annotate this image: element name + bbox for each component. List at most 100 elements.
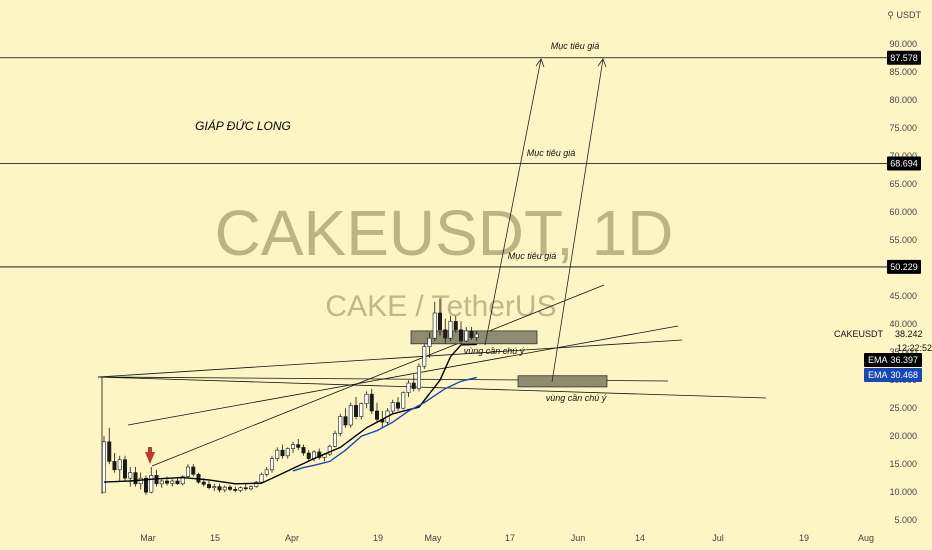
candle-body[interactable] [317,451,322,458]
candle-body[interactable] [401,392,406,409]
candle-body[interactable] [123,459,128,479]
candle-body[interactable] [217,486,222,491]
candle-body[interactable] [138,477,143,485]
candle-body[interactable] [448,321,453,339]
candle-body[interactable] [390,402,395,412]
y-tick-label: 40.000 [889,319,917,329]
price-level-tag-text: 87.578 [890,53,918,63]
candle-body[interactable] [290,444,295,449]
attention-zones[interactable]: vùng cần chú ý vùng cần chú ý [410,330,608,403]
projection-arrows[interactable] [484,58,607,383]
signal-down-arrow-stem [148,447,152,453]
y-tick-label: 85.000 [889,67,917,77]
candle-body[interactable] [269,458,274,471]
currency-unit-prefix: ⚲ [887,10,896,20]
arrow-to-target-2 [551,58,604,383]
y-tick-label: 45.000 [889,291,917,301]
candle-body[interactable] [275,449,280,459]
candle-body[interactable] [112,461,117,471]
candle-body[interactable] [474,333,479,338]
candle-body[interactable] [364,393,369,405]
candle-body[interactable] [280,449,285,457]
candle-body[interactable] [427,337,432,347]
candle-body[interactable] [327,445,332,455]
candle-body[interactable] [128,472,133,479]
x-tick-label: Aug [858,533,874,543]
candle-body[interactable] [264,469,269,475]
candle-body[interactable] [107,441,112,462]
candle-body[interactable] [144,477,149,493]
candle-body[interactable] [165,480,170,484]
y-tick-label: 90.000 [889,39,917,49]
bar-countdown: 12:22:52 [897,343,932,353]
candle-body[interactable] [469,330,474,338]
price-level-lines[interactable]: Mục tiêu giá Mục tiêu giá Mục tiêu giá [0,41,887,268]
candle-body[interactable] [443,329,448,339]
x-tick-label: May [424,533,442,543]
candle-body[interactable] [117,459,122,471]
arrow-head-2 [597,58,607,68]
x-tick-label: 15 [210,533,220,543]
candle-body[interactable] [301,447,306,454]
candle-body[interactable] [133,472,138,485]
x-tick-label: 14 [635,533,645,543]
current-price-value: 38.242 [895,329,923,339]
candle-body[interactable] [411,382,416,389]
candle-body[interactable] [338,416,343,434]
candle-body[interactable] [296,444,301,448]
candle-body[interactable] [249,486,254,490]
candle-body[interactable] [458,329,463,342]
candle-body[interactable] [437,312,442,331]
y-tick-label: 65.000 [889,179,917,189]
x-axis[interactable]: Mar 15 Apr 19 May 17 Jun 14 Jul 19 Aug [140,533,874,543]
candle-body[interactable] [254,481,259,487]
y-tick-label: 80.000 [889,95,917,105]
candle-body[interactable] [191,466,196,475]
candle-body[interactable] [343,416,348,426]
candle-body[interactable] [207,484,212,489]
candle-body[interactable] [416,365,421,389]
candle-body[interactable] [453,321,458,331]
candle-body[interactable] [102,441,107,493]
trendline-upper-fan [97,339,683,378]
indicator-value: 36.397 [890,355,918,365]
candle-body[interactable] [259,473,264,483]
y-tick-label: 15.000 [889,459,917,469]
candle-body[interactable] [369,393,374,412]
candle-body[interactable] [180,476,185,485]
candle-body[interactable] [374,410,379,420]
candle-body[interactable] [395,402,400,409]
candle-body[interactable] [353,405,358,417]
candle-body[interactable] [348,405,353,426]
attention-zone-box[interactable] [517,375,608,388]
target-price-label: Mục tiêu giá [551,41,600,51]
candle-body[interactable] [175,480,180,485]
candle-body[interactable] [201,481,206,485]
y-tick-label: 70.000 [889,151,917,161]
candle-body[interactable] [228,486,233,490]
candle-body[interactable] [222,486,227,491]
candle-body[interactable] [306,452,311,459]
candle-body[interactable] [332,433,337,447]
arrow-to-target-1 [484,58,542,346]
price-level-tag: 50.229 [887,259,921,274]
candle-body[interactable] [406,382,411,393]
price-level-tag: 87.578 [887,50,921,65]
candle-body[interactable] [149,475,154,493]
candle-body[interactable] [212,486,217,489]
candle-body[interactable] [170,480,175,484]
candle-body[interactable] [186,466,191,477]
candle-body[interactable] [359,403,364,417]
candle-body[interactable] [285,448,290,457]
candle-body[interactable] [238,487,243,491]
signal-down-arrow-icon [145,452,155,464]
candle-body[interactable] [243,487,248,490]
candle-body[interactable] [233,489,238,491]
candle-body[interactable] [422,346,427,367]
candle-body[interactable] [464,330,469,342]
candle-body[interactable] [159,480,164,485]
candle-body[interactable] [432,312,437,339]
x-tick-label: 19 [799,533,809,543]
candlestick-series[interactable] [102,299,479,495]
